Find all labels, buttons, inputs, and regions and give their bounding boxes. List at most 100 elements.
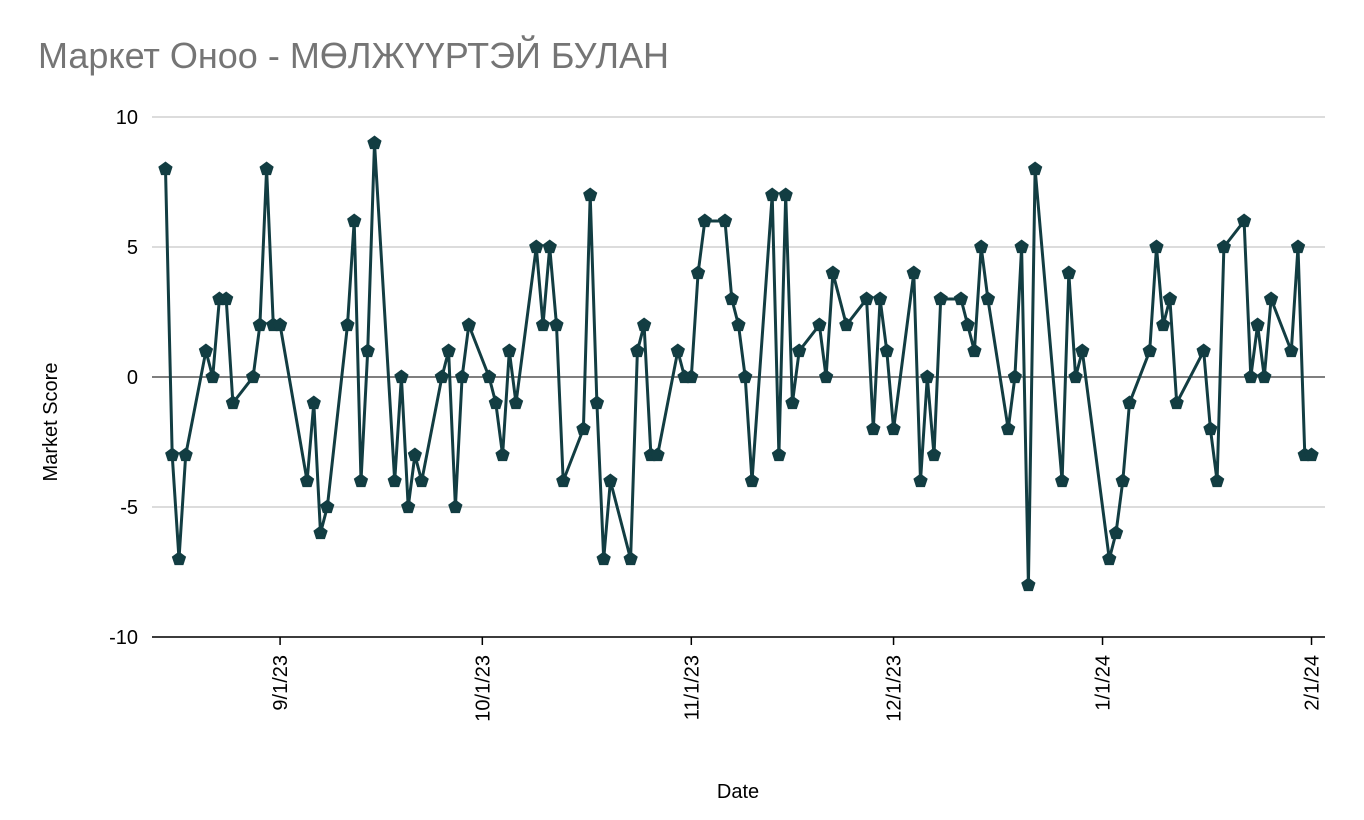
data-marker	[690, 265, 706, 280]
data-marker	[1216, 239, 1231, 254]
data-marker	[1237, 213, 1252, 228]
data-marker	[1250, 317, 1265, 332]
data-marker	[920, 369, 935, 384]
x-tick-label: 12/1/23	[884, 655, 906, 722]
data-marker	[933, 291, 948, 306]
data-marker	[508, 395, 524, 410]
data-marker	[1028, 161, 1043, 176]
data-marker	[1210, 473, 1225, 488]
data-marker	[953, 291, 969, 306]
data-marker	[637, 317, 652, 332]
data-marker	[414, 473, 429, 488]
data-marker	[535, 317, 551, 332]
data-marker	[407, 447, 422, 462]
data-marker	[583, 187, 598, 202]
data-marker	[219, 291, 234, 306]
data-marker	[488, 395, 503, 410]
data-marker	[205, 369, 220, 384]
data-marker	[529, 239, 544, 254]
data-marker	[576, 421, 591, 436]
data-marker	[320, 499, 335, 514]
y-tick-label: 0	[127, 367, 138, 389]
data-marker	[731, 317, 746, 332]
data-marker	[448, 499, 463, 514]
x-tick-label: 1/1/24	[1093, 655, 1115, 711]
x-tick-label: 11/1/23	[681, 655, 703, 720]
data-marker	[1263, 291, 1279, 306]
data-marker	[455, 369, 470, 384]
data-marker	[792, 343, 807, 358]
data-marker	[589, 395, 605, 410]
data-marker	[866, 421, 881, 436]
y-tick-label: 5	[127, 237, 138, 259]
data-marker	[225, 395, 240, 410]
data-marker	[481, 369, 497, 384]
x-tick-label: 9/1/23	[270, 655, 292, 711]
data-marker	[872, 291, 888, 306]
data-marker	[812, 317, 827, 332]
data-marker	[886, 421, 901, 436]
data-marker	[825, 265, 840, 280]
data-marker	[1108, 525, 1124, 540]
data-marker	[1156, 317, 1171, 332]
data-marker	[441, 343, 456, 358]
data-marker	[387, 473, 402, 488]
data-marker	[785, 395, 800, 410]
data-marker	[165, 447, 180, 462]
data-marker	[623, 551, 638, 566]
data-marker	[502, 343, 517, 358]
data-marker	[394, 369, 409, 384]
data-marker	[495, 447, 510, 462]
data-marker	[960, 317, 975, 332]
data-marker	[859, 291, 874, 306]
data-marker	[1257, 369, 1272, 384]
data-marker	[273, 317, 288, 332]
data-marker	[1149, 239, 1164, 254]
y-tick-label: 10	[116, 107, 138, 129]
data-marker	[306, 395, 321, 410]
data-marker	[542, 239, 557, 254]
data-marker	[259, 161, 274, 176]
x-tick-label: 2/1/24	[1302, 655, 1324, 711]
data-marker	[697, 213, 712, 228]
data-marker	[771, 447, 787, 462]
chart-title: Маркет Оноо - МӨЛЖҮҮРТЭЙ БУЛАН	[38, 34, 669, 76]
data-marker	[839, 317, 854, 332]
data-marker	[347, 213, 362, 228]
data-marker	[1014, 239, 1029, 254]
data-marker	[198, 343, 214, 358]
data-marker	[1284, 343, 1299, 358]
data-marker	[178, 447, 193, 462]
data-marker	[1001, 421, 1016, 436]
data-marker	[367, 135, 382, 150]
data-marker	[967, 343, 982, 358]
data-marker	[717, 213, 733, 228]
data-marker	[879, 343, 894, 358]
data-marker	[670, 343, 685, 358]
data-marker	[974, 239, 989, 254]
data-marker	[246, 369, 261, 384]
data-marker	[913, 473, 928, 488]
data-marker	[1162, 291, 1178, 306]
data-marker	[401, 499, 416, 514]
data-marker	[980, 291, 996, 306]
data-marker	[1055, 473, 1070, 488]
y-tick-label: -5	[120, 497, 138, 519]
data-marker	[158, 161, 173, 176]
data-marker	[353, 473, 369, 488]
data-marker	[556, 473, 571, 488]
data-marker	[360, 343, 375, 358]
data-marker	[1007, 369, 1022, 384]
data-marker	[549, 317, 564, 332]
data-marker	[765, 187, 780, 202]
data-marker	[819, 369, 834, 384]
data-marker	[684, 369, 699, 384]
data-marker	[313, 525, 328, 540]
data-marker	[1075, 343, 1090, 358]
data-marker	[1290, 239, 1306, 254]
data-marker	[1203, 421, 1218, 436]
data-line	[164, 142, 1312, 586]
y-tick-label: -10	[109, 627, 138, 649]
data-marker	[1068, 369, 1083, 384]
